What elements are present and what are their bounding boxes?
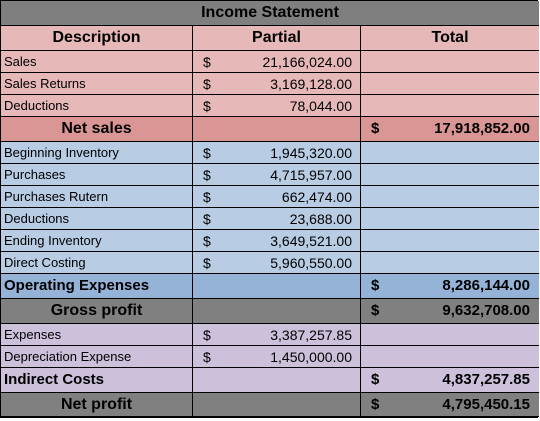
row-label-indirect-costs[interactable]: Indirect Costs <box>1 368 193 393</box>
cell-partial-sales-returns[interactable]: $3,169,128.00 <box>193 73 361 95</box>
row-label-net-profit[interactable]: Net profit <box>1 393 193 417</box>
row-label-direct-costing[interactable]: Direct Costing <box>1 252 193 274</box>
cell-partial-expenses[interactable]: $3,387,257.85 <box>193 324 361 346</box>
amount-value: 5,960,550.00 <box>270 255 352 271</box>
cell-partial-empty[interactable] <box>193 393 361 417</box>
cell-total-empty[interactable] <box>361 346 539 368</box>
cell-partial-empty[interactable] <box>193 274 361 299</box>
currency-symbol: $ <box>371 396 380 413</box>
amount-value: 21,166,024.00 <box>262 54 352 70</box>
cell-partial-empty[interactable] <box>193 299 361 324</box>
currency-symbol: $ <box>203 189 211 205</box>
row-label-expenses[interactable]: Expenses <box>1 324 193 346</box>
amount-value: 3,169,128.00 <box>270 76 352 92</box>
cell-total-gross-profit[interactable]: $9,632,708.00 <box>361 299 539 324</box>
cell-total-net-sales[interactable]: $17,918,852.00 <box>361 117 539 142</box>
amount-value: 662,474.00 <box>281 189 352 205</box>
total-value: 4,795,450.15 <box>442 396 530 413</box>
currency-symbol: $ <box>371 277 380 294</box>
row-label-sales[interactable]: Sales <box>1 51 193 73</box>
row-label-deductions-2[interactable]: Deductions <box>1 208 193 230</box>
currency-symbol: $ <box>203 167 211 183</box>
cell-total-empty[interactable] <box>361 324 539 346</box>
cell-total-empty[interactable] <box>361 142 539 164</box>
cell-partial-sales[interactable]: $21,166,024.00 <box>193 51 361 73</box>
sheet-title[interactable]: Income Statement <box>1 1 539 26</box>
amount-value: 3,649,521.00 <box>270 233 352 249</box>
cell-partial-purchases[interactable]: $4,715,957.00 <box>193 164 361 186</box>
total-value: 8,286,144.00 <box>442 277 530 294</box>
cell-total-empty[interactable] <box>361 252 539 274</box>
cell-partial-purchases-rutern[interactable]: $662,474.00 <box>193 186 361 208</box>
cell-total-empty[interactable] <box>361 51 539 73</box>
cell-partial-depreciation-expense[interactable]: $1,450,000.00 <box>193 346 361 368</box>
currency-symbol: $ <box>203 54 211 70</box>
currency-symbol: $ <box>371 302 380 319</box>
row-label-purchases-rutern[interactable]: Purchases Rutern <box>1 186 193 208</box>
amount-value: 78,044.00 <box>289 98 352 114</box>
currency-symbol: $ <box>203 145 211 161</box>
currency-symbol: $ <box>203 349 211 365</box>
cell-partial-ending-inventory[interactable]: $3,649,521.00 <box>193 230 361 252</box>
currency-symbol: $ <box>371 120 380 137</box>
amount-value: 23,688.00 <box>289 211 352 227</box>
cell-total-empty[interactable] <box>361 95 539 117</box>
header-total[interactable]: Total <box>361 26 539 51</box>
row-label-operating-expenses[interactable]: Operating Expenses <box>1 274 193 299</box>
amount-value: 1,450,000.00 <box>270 349 352 365</box>
row-label-purchases[interactable]: Purchases <box>1 164 193 186</box>
currency-symbol: $ <box>203 233 211 249</box>
cell-total-operating-expenses[interactable]: $8,286,144.00 <box>361 274 539 299</box>
row-label-depreciation-expense[interactable]: Depreciation Expense <box>1 346 193 368</box>
currency-symbol: $ <box>203 76 211 92</box>
amount-value: 4,715,957.00 <box>270 167 352 183</box>
cell-partial-deductions-2[interactable]: $23,688.00 <box>193 208 361 230</box>
total-value: 4,837,257.85 <box>442 371 530 388</box>
currency-symbol: $ <box>203 255 211 271</box>
row-label-beginning-inventory[interactable]: Beginning Inventory <box>1 142 193 164</box>
currency-symbol: $ <box>371 371 380 388</box>
cell-total-net-profit[interactable]: $4,795,450.15 <box>361 393 539 417</box>
cell-total-indirect-costs[interactable]: $4,837,257.85 <box>361 368 539 393</box>
cell-partial-direct-costing[interactable]: $5,960,550.00 <box>193 252 361 274</box>
cell-partial-beginning-inventory[interactable]: $1,945,320.00 <box>193 142 361 164</box>
currency-symbol: $ <box>203 211 211 227</box>
amount-value: 3,387,257.85 <box>270 327 352 343</box>
total-value: 17,918,852.00 <box>434 120 530 137</box>
cell-partial-empty[interactable] <box>193 117 361 142</box>
cell-total-empty[interactable] <box>361 208 539 230</box>
row-label-sales-returns[interactable]: Sales Returns <box>1 73 193 95</box>
total-value: 9,632,708.00 <box>442 302 530 319</box>
cell-partial-deductions[interactable]: $78,044.00 <box>193 95 361 117</box>
currency-symbol: $ <box>203 327 211 343</box>
row-label-deductions[interactable]: Deductions <box>1 95 193 117</box>
cell-total-empty[interactable] <box>361 73 539 95</box>
currency-symbol: $ <box>203 98 211 114</box>
row-label-gross-profit[interactable]: Gross profit <box>1 299 193 324</box>
cell-partial-empty[interactable] <box>193 368 361 393</box>
amount-value: 1,945,320.00 <box>270 145 352 161</box>
cell-total-empty[interactable] <box>361 164 539 186</box>
row-label-net-sales[interactable]: Net sales <box>1 117 193 142</box>
cell-total-empty[interactable] <box>361 230 539 252</box>
header-partial[interactable]: Partial <box>193 26 361 51</box>
cell-total-empty[interactable] <box>361 186 539 208</box>
row-label-ending-inventory[interactable]: Ending Inventory <box>1 230 193 252</box>
header-description[interactable]: Description <box>1 26 193 51</box>
